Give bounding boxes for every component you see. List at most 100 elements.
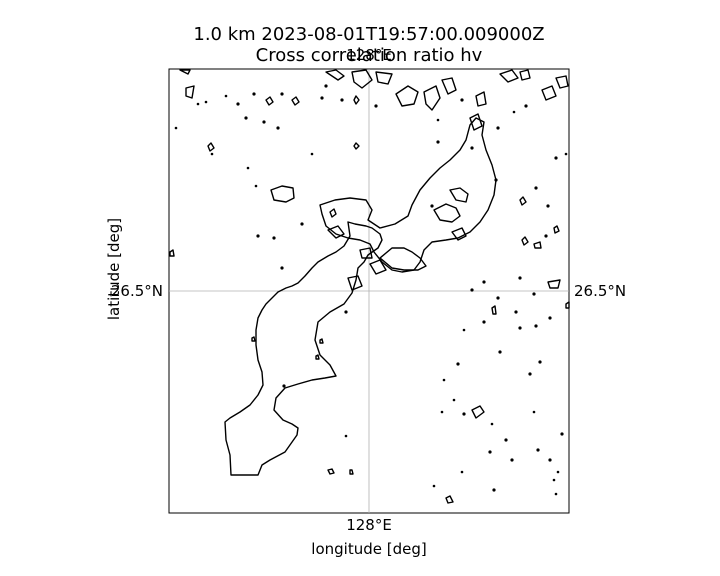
inner-contour — [449, 187, 469, 203]
speckle-dot — [324, 84, 328, 88]
speckle-dot — [496, 296, 500, 300]
coast-contour — [185, 85, 195, 99]
speckle-dot — [276, 126, 280, 130]
speckle-contour — [353, 95, 360, 105]
speckle-dot — [524, 104, 528, 108]
x-tick-top: 128°E — [346, 46, 392, 64]
speckle-dot — [280, 92, 284, 96]
island-contour — [224, 221, 383, 476]
speckle-dot — [310, 152, 314, 156]
coast-contour — [375, 71, 393, 85]
speckle-dot — [282, 384, 286, 388]
coast-contour — [423, 85, 441, 111]
speckle-contour — [251, 336, 256, 342]
speckle-dot — [504, 438, 508, 442]
speckle-dot — [280, 266, 284, 270]
inner-contour — [451, 227, 467, 241]
coast-contour — [541, 85, 557, 101]
speckle-dot — [548, 316, 552, 320]
speckle-dot — [552, 478, 556, 482]
speckle-dot — [492, 488, 496, 492]
speckle-contour — [265, 96, 274, 106]
speckle-dot — [442, 378, 446, 382]
chart-subtitle: Cross correlation ratio hv — [255, 45, 483, 66]
speckle-dot — [224, 94, 228, 98]
y-tick-left: 26.5°N — [111, 282, 163, 300]
speckle-dot — [210, 152, 214, 156]
speckle-dot — [548, 458, 552, 462]
island-north-contour — [319, 117, 497, 273]
speckle-dot — [244, 116, 248, 120]
speckle-dot — [344, 434, 348, 438]
speckle-dot — [196, 102, 200, 106]
speckle-dot — [460, 470, 464, 474]
inner-contour — [359, 247, 373, 259]
speckle-contour — [291, 96, 300, 106]
coast-contour — [499, 69, 519, 83]
coast-contour — [469, 113, 483, 131]
speckle-contour — [565, 301, 570, 309]
speckle-dot — [320, 96, 324, 100]
speckle-dot — [560, 432, 564, 436]
speckle-dot — [460, 98, 464, 102]
chart-title: 1.0 km 2023-08-01T19:57:00.009000Z — [193, 24, 545, 45]
speckle-contour — [519, 196, 527, 206]
y-tick-right: 26.5°N — [574, 282, 626, 300]
inner-contour — [369, 259, 387, 275]
islet-contour — [270, 185, 295, 203]
islet-contour — [471, 405, 485, 419]
speckle-dot — [498, 350, 502, 354]
speckle-dot — [534, 324, 538, 328]
contours — [169, 69, 570, 504]
speckle-dot — [436, 118, 440, 122]
speckle-dot — [482, 320, 486, 324]
speckle-dot — [546, 204, 550, 208]
speckle-dot — [532, 410, 536, 414]
speckle-dot — [436, 140, 440, 144]
speckle-dot — [204, 100, 208, 104]
speckle-dot — [340, 98, 344, 102]
x-axis-label: longitude [deg] — [311, 540, 426, 558]
coast-contour — [395, 85, 419, 107]
speckle-dot — [528, 372, 532, 376]
speckle-contour — [533, 241, 542, 249]
speckle-dot — [300, 222, 304, 226]
coast-contour — [351, 69, 373, 89]
speckle-dot — [430, 204, 434, 208]
x-tick-bottom: 128°E — [346, 516, 392, 534]
speckle-contour — [349, 469, 354, 475]
speckle-dot — [456, 362, 460, 366]
coast-contour — [547, 279, 561, 289]
coast-contour — [325, 69, 345, 81]
speckle-dot — [256, 234, 260, 238]
inner-contour — [379, 247, 427, 271]
speckle-contour — [521, 236, 529, 246]
speckle-dot — [518, 326, 522, 330]
speckle-dot — [494, 178, 498, 182]
speckle-dot — [490, 422, 494, 426]
speckle-dot — [174, 126, 178, 130]
speckle-dot — [236, 102, 240, 106]
speckle-contour — [553, 225, 560, 234]
speckle-dot — [344, 310, 348, 314]
speckle-dot — [564, 152, 568, 156]
speckle-dot — [462, 328, 466, 332]
inner-contour — [433, 203, 461, 223]
coast-contour — [179, 69, 191, 75]
speckle-dot — [536, 448, 540, 452]
speckle-dot — [432, 484, 436, 488]
inner-contour — [327, 225, 345, 239]
speckle-contour — [315, 354, 320, 360]
y-axis-label: latitude [deg] — [105, 218, 123, 320]
speckle-contour — [445, 495, 454, 504]
speckle-contour — [329, 208, 337, 218]
coast-contour — [555, 75, 569, 89]
speckle-dot — [496, 126, 500, 130]
speckle-dot — [482, 280, 486, 284]
speckle-contour — [327, 468, 335, 475]
speckle-dot — [538, 360, 542, 364]
speckle-dot — [512, 110, 516, 114]
speckle-dot — [514, 310, 518, 314]
speckle-contour — [491, 305, 497, 315]
